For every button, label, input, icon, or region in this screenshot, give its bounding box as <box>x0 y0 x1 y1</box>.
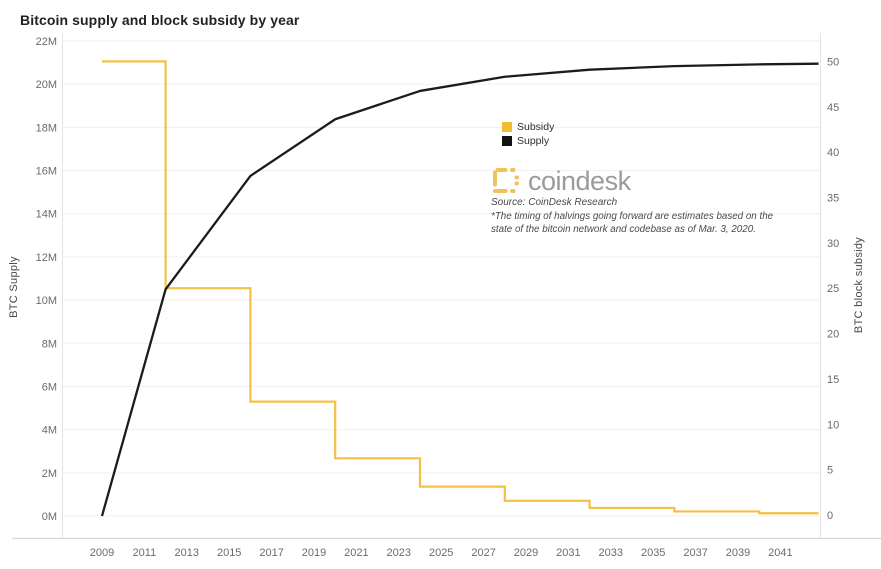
x-tick-2017: 2017 <box>259 547 283 559</box>
x-tick-2011: 2011 <box>133 547 157 559</box>
right-tick-10: 10 <box>827 419 839 431</box>
coindesk-icon <box>493 168 519 193</box>
x-tick-2039: 2039 <box>726 547 750 559</box>
x-tick-2021: 2021 <box>344 547 368 559</box>
x-tick-2013: 2013 <box>175 547 199 559</box>
right-tick-50: 50 <box>827 56 839 68</box>
subsidy-swatch <box>502 122 512 132</box>
left-tick-16M: 16M <box>36 166 57 178</box>
x-tick-2031: 2031 <box>556 547 580 559</box>
left-tick-0M: 0M <box>42 511 57 523</box>
left-tick-22M: 22M <box>36 36 57 48</box>
x-tick-2029: 2029 <box>514 547 538 559</box>
right-tick-45: 45 <box>827 102 839 114</box>
coindesk-wordmark: coindesk <box>528 166 631 196</box>
right-tick-0: 0 <box>827 510 833 522</box>
legend-item-supply: Supply <box>502 134 554 148</box>
left-tick-10M: 10M <box>36 295 57 307</box>
footnote-line-2: state of the bitcoin network and codebas… <box>491 223 756 235</box>
right-tick-35: 35 <box>827 192 839 204</box>
legend-item-subsidy: Subsidy <box>502 120 554 134</box>
left-tick-18M: 18M <box>36 122 57 134</box>
right-tick-25: 25 <box>827 283 839 295</box>
x-tick-2009: 2009 <box>90 547 114 559</box>
right-tick-5: 5 <box>827 465 833 477</box>
x-tick-2041: 2041 <box>768 547 792 559</box>
left-tick-4M: 4M <box>42 425 57 437</box>
right-tick-15: 15 <box>827 374 839 386</box>
x-tick-2027: 2027 <box>471 547 495 559</box>
x-tick-2023: 2023 <box>387 547 411 559</box>
left-axis-title: BTC Supply <box>8 256 20 318</box>
footnote: *The timing of halvings going forward ar… <box>491 211 791 236</box>
x-tick-2037: 2037 <box>683 547 707 559</box>
x-tick-2015: 2015 <box>217 547 241 559</box>
subsidy-line <box>102 60 819 515</box>
left-tick-8M: 8M <box>42 338 57 350</box>
x-tick-2025: 2025 <box>429 547 453 559</box>
left-tick-12M: 12M <box>36 252 57 264</box>
x-tick-2033: 2033 <box>599 547 623 559</box>
left-tick-2M: 2M <box>42 468 57 480</box>
legend-label-subsidy: Subsidy <box>517 121 555 133</box>
legend-label-supply: Supply <box>517 135 550 147</box>
right-tick-20: 20 <box>827 329 839 341</box>
left-tick-20M: 20M <box>36 79 57 91</box>
right-axis-title: BTC block subsidy <box>853 236 865 334</box>
source-credit: Source: CoinDesk Research <box>491 197 618 208</box>
footnote-line-1: *The timing of halvings going forward ar… <box>491 211 774 222</box>
legend: Subsidy Supply <box>502 120 554 148</box>
supply-line <box>100 62 819 517</box>
chart-title: Bitcoin supply and block subsidy by year <box>20 12 300 28</box>
left-tick-14M: 14M <box>36 209 57 221</box>
coindesk-logo: coindesk <box>493 168 631 195</box>
supply-swatch <box>502 136 512 146</box>
x-tick-2019: 2019 <box>302 547 326 559</box>
left-tick-6M: 6M <box>42 381 57 393</box>
right-tick-30: 30 <box>827 238 839 250</box>
right-tick-40: 40 <box>827 147 839 159</box>
x-tick-2035: 2035 <box>641 547 665 559</box>
